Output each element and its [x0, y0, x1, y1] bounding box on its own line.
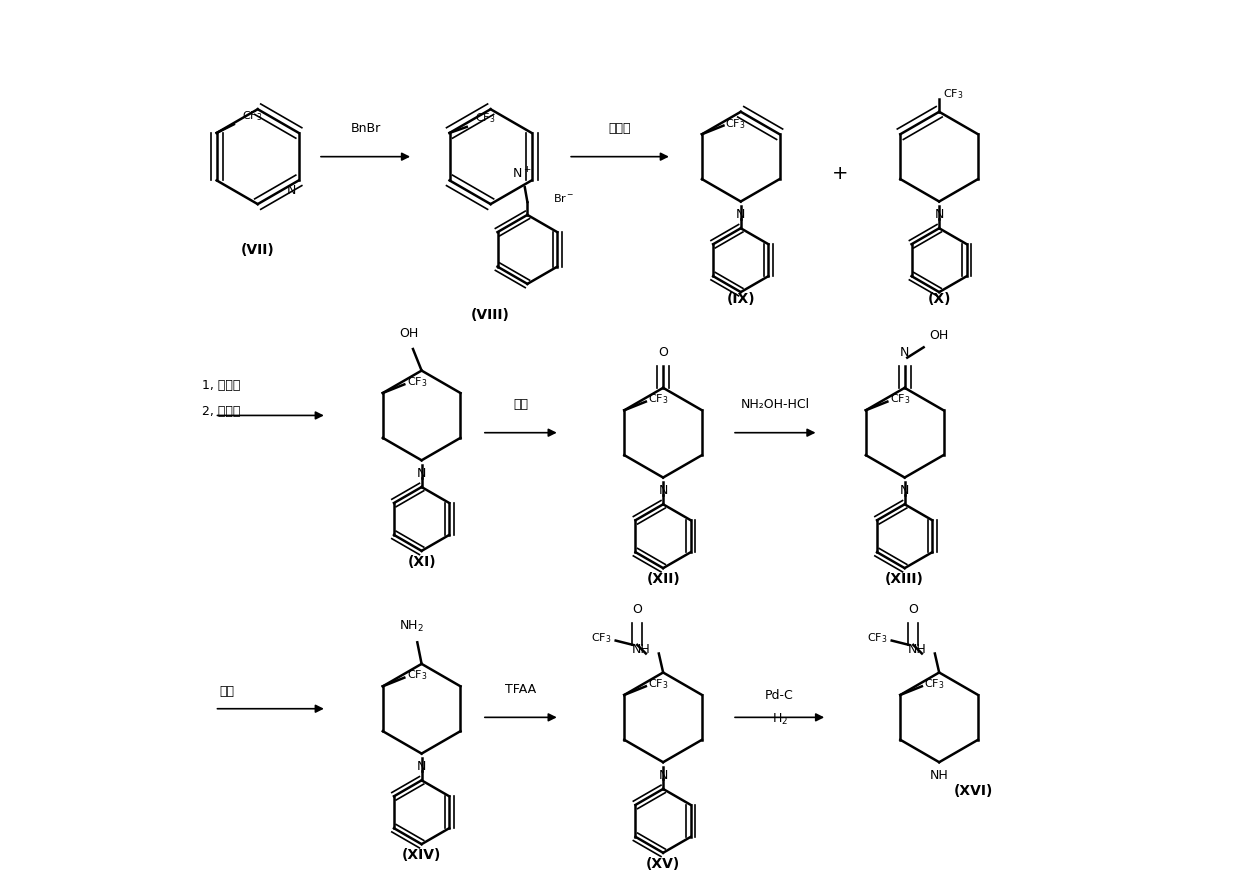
- Text: 氧化: 氧化: [513, 399, 528, 411]
- Text: CF$_3$: CF$_3$: [649, 676, 668, 690]
- Text: (XV): (XV): [646, 857, 681, 871]
- Text: 还原剂: 还原剂: [609, 122, 631, 135]
- Text: N: N: [658, 484, 668, 497]
- Text: (XVI): (XVI): [954, 784, 993, 798]
- Text: NH: NH: [930, 769, 949, 782]
- Text: 1, 还原剂: 1, 还原剂: [202, 378, 241, 392]
- Text: 2, 氧化剂: 2, 氧化剂: [202, 405, 241, 418]
- Text: CF$_3$: CF$_3$: [890, 392, 910, 406]
- Text: CF$_3$: CF$_3$: [944, 87, 963, 101]
- Text: (XIII): (XIII): [885, 572, 924, 586]
- Text: CF$_3$: CF$_3$: [475, 111, 496, 125]
- Text: N: N: [900, 346, 909, 359]
- Text: (X): (X): [928, 292, 951, 306]
- Text: CF$_3$: CF$_3$: [649, 392, 668, 406]
- Text: N: N: [417, 468, 427, 480]
- Text: N$^+$: N$^+$: [512, 166, 531, 181]
- Text: CF$_3$: CF$_3$: [590, 631, 611, 645]
- Text: NH$_2$: NH$_2$: [399, 619, 424, 634]
- Text: N: N: [935, 208, 944, 221]
- Text: CF$_3$: CF$_3$: [407, 669, 428, 682]
- Text: CF$_3$: CF$_3$: [925, 676, 945, 690]
- Text: (XIV): (XIV): [402, 849, 441, 863]
- Text: O: O: [909, 603, 919, 616]
- Text: NH₂OH-HCl: NH₂OH-HCl: [740, 399, 810, 411]
- Text: CF$_3$: CF$_3$: [243, 108, 263, 122]
- Text: H$_2$: H$_2$: [771, 711, 787, 726]
- Text: N: N: [737, 208, 745, 221]
- Text: OH: OH: [929, 329, 949, 342]
- Text: 还原: 还原: [219, 685, 234, 698]
- Text: N: N: [417, 760, 427, 773]
- Text: TFAA: TFAA: [505, 683, 537, 696]
- Text: Br$^-$: Br$^-$: [553, 191, 574, 204]
- Text: +: +: [832, 164, 848, 184]
- Text: NH: NH: [908, 642, 926, 656]
- Text: BnBr: BnBr: [351, 122, 381, 135]
- Text: O: O: [632, 603, 642, 616]
- Text: (VII): (VII): [241, 243, 274, 257]
- Text: N: N: [288, 184, 296, 198]
- Text: NH: NH: [631, 642, 650, 656]
- Text: CF$_3$: CF$_3$: [867, 631, 888, 645]
- Text: N: N: [658, 769, 668, 782]
- Text: O: O: [658, 346, 668, 359]
- Text: (XI): (XI): [407, 555, 436, 569]
- Text: CF$_3$: CF$_3$: [725, 117, 745, 131]
- Text: (VIII): (VIII): [471, 308, 510, 322]
- Text: OH: OH: [399, 328, 418, 340]
- Text: (IX): (IX): [727, 292, 755, 306]
- Text: Pd-C: Pd-C: [765, 690, 794, 703]
- Text: (XII): (XII): [646, 572, 680, 586]
- Text: CF$_3$: CF$_3$: [407, 375, 428, 389]
- Text: N: N: [900, 484, 909, 497]
